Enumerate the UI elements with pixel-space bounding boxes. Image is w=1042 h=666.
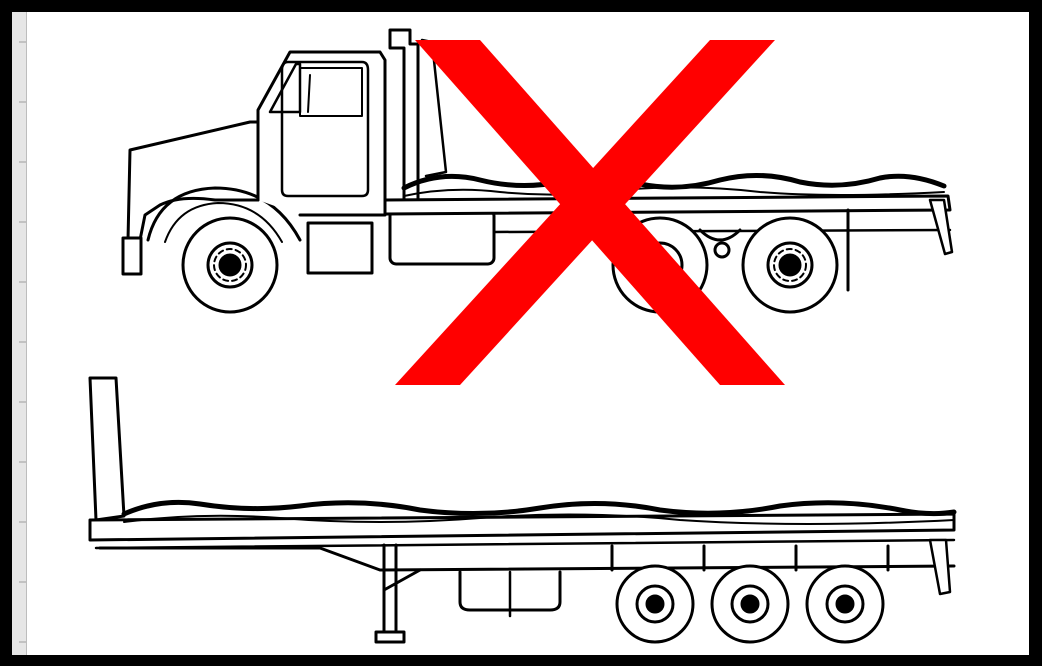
cross-mark-icon (395, 40, 785, 385)
trailer-wheel-3 (805, 564, 885, 644)
flatbed-semi-trailer (88, 376, 957, 644)
rear-suspension (698, 228, 742, 242)
straight-truck-flatbed (121, 28, 954, 314)
trailer-deck (88, 512, 956, 542)
rear-wheel-2 (741, 216, 839, 314)
trailer-headboard (88, 376, 126, 522)
trailer-wheel-1 (615, 564, 695, 644)
ruler-ticks (19, 41, 26, 643)
trailer-wheel-2 (710, 564, 790, 644)
front-wheel (181, 216, 279, 314)
cab-window (268, 62, 302, 114)
step-box (306, 221, 374, 275)
truck-cab (256, 50, 387, 217)
front-fender (146, 186, 302, 242)
exhaust-stack (388, 28, 420, 202)
side-ruler (12, 12, 27, 655)
truck-cargo-tarp (401, 173, 947, 191)
truck-frame (383, 194, 952, 216)
truck-bumper (121, 236, 143, 276)
landing-gear (382, 543, 422, 640)
fuel-tank (388, 208, 496, 266)
cab-door (280, 60, 370, 198)
trailer-gooseneck (98, 546, 956, 572)
trailer-cargo-tarp (121, 499, 957, 517)
